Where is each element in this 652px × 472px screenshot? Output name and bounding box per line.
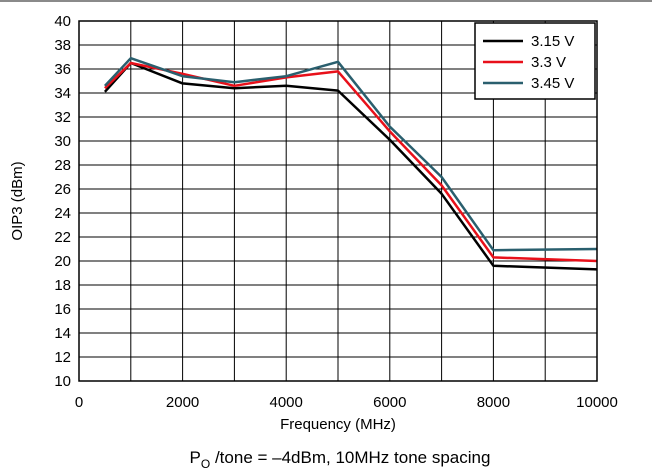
y-tick-label: 26	[54, 181, 71, 198]
x-tick-label: 4000	[270, 394, 303, 411]
y-tick-label: 14	[54, 325, 71, 342]
y-tick-label: 28	[54, 157, 71, 174]
caption-subscript: O	[201, 457, 210, 471]
legend-label: 3.45 V	[531, 75, 574, 92]
x-tick-label: 6000	[373, 394, 406, 411]
chart-caption: PO /tone = –4dBm, 10MHz tone spacing	[190, 448, 491, 471]
caption-suffix: /tone = –4dBm, 10MHz tone spacing	[210, 448, 490, 467]
series-line	[103, 61, 598, 271]
legend-label: 3.15 V	[531, 33, 574, 50]
y-tick-label: 10	[54, 373, 71, 390]
y-tick-label: 20	[54, 253, 71, 270]
y-tick-label: 36	[54, 61, 71, 78]
y-tick-label: 38	[54, 37, 71, 54]
series-line	[103, 56, 598, 252]
y-tick-label: 16	[54, 301, 71, 318]
caption-prefix: P	[190, 448, 201, 467]
grid	[79, 21, 597, 381]
y-tick-label: 12	[54, 349, 71, 366]
top-rule	[0, 0, 652, 2]
y-axis-label: OIP3 (dBm)	[9, 161, 26, 240]
y-tick-label: 22	[54, 229, 71, 246]
x-tick-label: 8000	[477, 394, 510, 411]
y-tick-label: 40	[54, 13, 71, 30]
y-tick-label: 30	[54, 133, 71, 150]
series-lines	[103, 56, 598, 271]
tick-labels: 0 2000 4000 6000 8000 10000 10 12 14 16 18 20 22 24 26…	[54, 13, 618, 411]
x-axis-label: Frequency (MHz)	[280, 416, 396, 433]
y-tick-label: 34	[54, 85, 71, 102]
legend-label: 3.3 V	[531, 54, 566, 71]
plot-frame	[78, 20, 598, 382]
x-tick-label: 10000	[576, 394, 618, 411]
y-tick-label: 32	[54, 109, 71, 126]
x-tick-label: 2000	[166, 394, 199, 411]
y-tick-label: 24	[54, 205, 71, 222]
y-tick-label: 18	[54, 277, 71, 294]
x-tick-label: 0	[75, 394, 83, 411]
legend: 3.15 V 3.3 V 3.45 V	[474, 22, 596, 100]
